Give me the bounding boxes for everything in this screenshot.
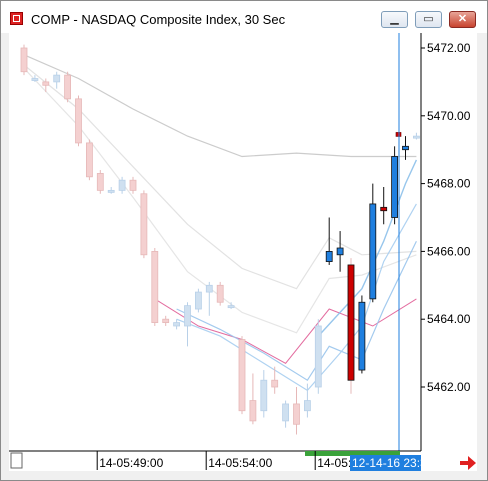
candle-body — [96, 173, 104, 191]
series-line-0 — [23, 54, 417, 158]
candle-body — [271, 379, 279, 388]
candle-body — [358, 301, 366, 371]
cursor-time-label: 12-14-16 23:34:00 — [352, 456, 450, 470]
session-bar — [305, 451, 400, 456]
candle-body — [20, 47, 28, 73]
price-tick-label: 5470.00 — [427, 109, 471, 123]
candle-body — [260, 379, 268, 412]
moving-average-lines — [23, 54, 418, 392]
series-line-1 — [23, 64, 417, 290]
price-tick-label: 5472.00 — [427, 41, 471, 55]
close-icon: ✕ — [457, 13, 468, 25]
price-tick-label: 5466.00 — [427, 244, 471, 258]
series-line-3 — [154, 298, 417, 364]
candle-body — [325, 250, 333, 262]
candle-body — [64, 74, 71, 100]
price-tick-label: 5464.00 — [427, 312, 471, 326]
candle-body — [249, 400, 257, 422]
title-bar[interactable]: COMP - NASDAQ Composite Index, 30 Sec ▁ … — [1, 1, 487, 33]
candle-body — [184, 305, 191, 327]
series-line-5 — [176, 203, 417, 392]
candle-body — [53, 74, 61, 83]
candle-body — [118, 179, 126, 191]
maximize-icon: ▭ — [423, 13, 434, 25]
candle-body — [314, 325, 322, 388]
price-tick-label: 5468.00 — [427, 177, 471, 191]
candle-body — [42, 81, 50, 86]
candle-body — [238, 339, 246, 412]
time-tick-label: 14-05:54:00 — [208, 456, 272, 470]
candle-body — [303, 400, 311, 412]
candle-body — [129, 179, 137, 191]
minimize-button[interactable]: ▁ — [381, 11, 408, 28]
candle-body — [162, 318, 170, 323]
candle-body — [391, 156, 399, 218]
scroll-start-box[interactable] — [10, 452, 23, 469]
candle-body — [151, 250, 159, 323]
candlesticks — [20, 44, 420, 435]
candle-body — [412, 135, 420, 139]
candle-body — [227, 305, 235, 309]
candle-body — [347, 264, 355, 381]
navigate-right-arrow[interactable] — [460, 456, 476, 470]
candle-body — [86, 142, 93, 178]
candle-body — [380, 206, 388, 212]
candle-body — [402, 145, 409, 151]
close-button[interactable]: ✕ — [449, 11, 476, 28]
candle-body — [173, 322, 181, 327]
candle-body — [107, 189, 115, 193]
candle-body — [205, 284, 213, 293]
candle-body — [75, 98, 82, 144]
candle-body — [31, 78, 39, 81]
app-icon — [10, 12, 23, 25]
candle-body — [194, 291, 202, 310]
minimize-icon: ▁ — [390, 13, 399, 25]
time-tick-label: 14-05:49:00 — [99, 456, 163, 470]
maximize-button[interactable]: ▭ — [415, 11, 442, 28]
cursor-time-label-bg — [350, 455, 421, 471]
candle-body — [336, 247, 344, 256]
price-tick-label: 5462.00 — [427, 380, 471, 394]
candle-body — [140, 193, 148, 256]
price-axis: 5472.00 5470.00 5468.00 5466.00 5464.00 5462.… — [421, 41, 471, 394]
candle-body — [216, 284, 224, 303]
arrow-right-icon — [460, 456, 476, 470]
candle-body — [282, 403, 290, 422]
candle-body — [293, 403, 300, 425]
candle-body — [369, 203, 377, 300]
window-title: COMP - NASDAQ Composite Index, 30 Sec — [31, 12, 286, 27]
